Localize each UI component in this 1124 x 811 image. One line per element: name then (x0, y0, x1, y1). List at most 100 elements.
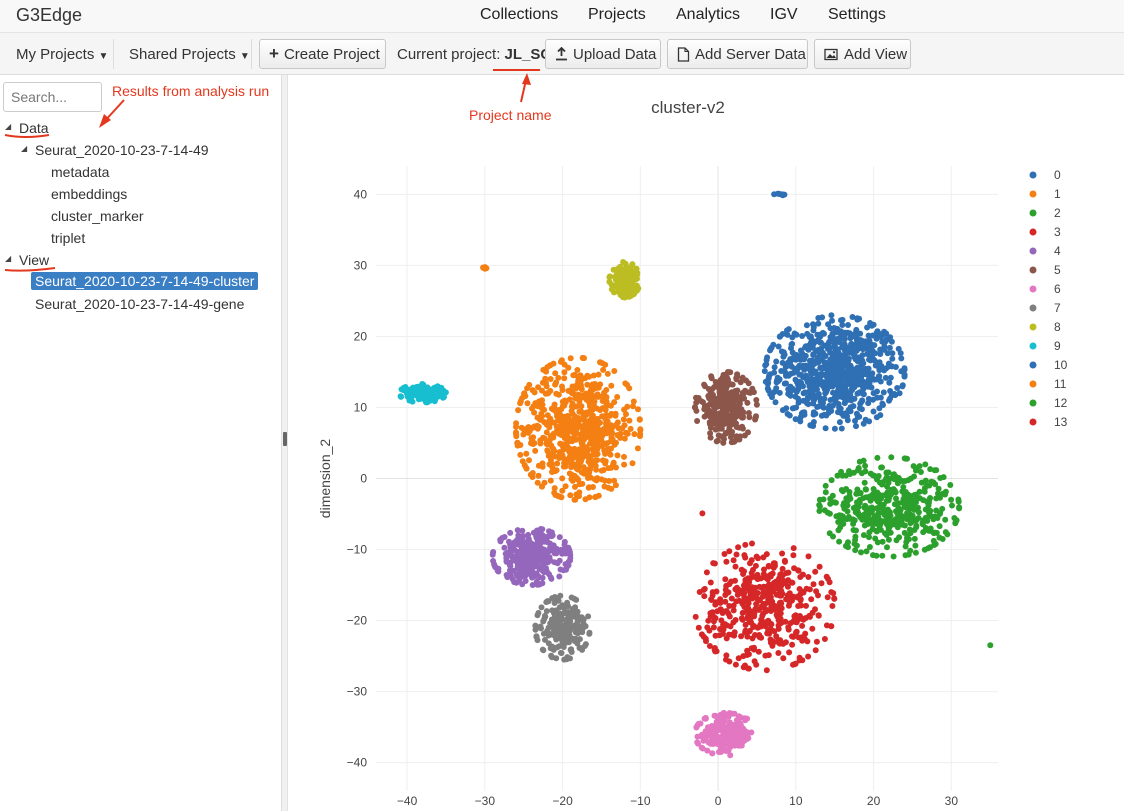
scatter-point (884, 490, 891, 496)
scatter-point (572, 430, 579, 437)
scatter-point (572, 416, 579, 423)
scatter-point (542, 375, 549, 382)
tree-node-view-gene[interactable]: Seurat_2020-10-23-7-14-49-gene (35, 296, 245, 312)
scatter-plot[interactable]: −40 −30 −20 −10 0 10 20 30 −40 −30 −20 −10 0 10 20 30 40… (288, 76, 1124, 811)
tree-node-run[interactable]: Seurat_2020-10-23-7-14-49 (35, 142, 209, 158)
pane-splitter[interactable] (282, 75, 288, 811)
scatter-point (539, 387, 545, 394)
nav-igv[interactable]: IGV (770, 6, 798, 23)
caret-expanded-icon[interactable]: ◢ (5, 254, 12, 263)
tree-node-view[interactable]: View (19, 252, 50, 268)
tree-node-data[interactable]: Data (19, 120, 49, 136)
scatter-point (836, 339, 843, 346)
scatter-point (883, 469, 890, 476)
nav-collections[interactable]: Collections (480, 6, 559, 23)
scatter-point (920, 517, 927, 524)
nav-settings[interactable]: Settings (828, 6, 886, 23)
my-projects-dropdown[interactable]: My Projects ▼ (16, 46, 108, 63)
upload-data-button[interactable]: Upload Data (545, 39, 661, 69)
scatter-point (626, 385, 633, 392)
caret-expanded-icon[interactable]: ◢ (5, 122, 12, 131)
scatter-point (707, 610, 714, 617)
y-axis-label: dimension_2 (317, 439, 333, 519)
scatter-point (714, 608, 721, 615)
scatter-point (827, 349, 834, 356)
scatter-point (750, 389, 757, 396)
scatter-point (869, 332, 876, 339)
scatter-point (745, 665, 752, 672)
scatter-point (551, 559, 558, 566)
scatter-point (879, 400, 886, 407)
scatter-point (814, 354, 821, 361)
scatter-point (812, 368, 819, 375)
brand-title[interactable]: G3Edge (16, 5, 83, 25)
scatter-point (782, 580, 788, 587)
scatter-point (901, 366, 908, 373)
scatter-point (567, 552, 574, 558)
scatter-point (921, 488, 928, 495)
scatter-point (901, 493, 908, 499)
search-input[interactable] (3, 82, 102, 112)
scatter-point (720, 439, 727, 446)
scatter-point (726, 603, 733, 609)
add-server-data-button[interactable]: Add Server Data (667, 39, 808, 69)
scatter-chart[interactable]: −40 −30 −20 −10 0 10 20 30−40−30−20−10010203040… (288, 76, 1124, 811)
scatter-point (852, 547, 859, 554)
nav-projects[interactable]: Projects (588, 6, 646, 23)
legend-item: 0 (1054, 168, 1061, 182)
tree-node-triplet[interactable]: triplet (51, 230, 86, 246)
scatter-point (770, 560, 777, 567)
scatter-point (870, 408, 877, 415)
add-view-button[interactable]: Add View (814, 39, 911, 69)
scatter-point (948, 496, 955, 503)
scatter-point (877, 479, 883, 486)
scatter-point (807, 361, 814, 368)
scatter-point (565, 609, 572, 616)
scatter-point (711, 408, 718, 415)
nav-analytics[interactable]: Analytics (676, 6, 741, 23)
tree-node-embeddings[interactable]: embeddings (51, 186, 128, 202)
scatter-point (576, 489, 583, 496)
scatter-point (932, 481, 939, 488)
scatter-point (606, 274, 613, 281)
scatter-point (728, 439, 735, 446)
scatter-point (873, 414, 880, 421)
scatter-point (539, 526, 546, 533)
scatter-point (592, 457, 599, 464)
scatter-point (842, 350, 849, 357)
x-tick-label: 30 (945, 794, 959, 808)
scatter-point (790, 633, 797, 640)
create-project-button[interactable]: + Create Project (259, 39, 386, 69)
scatter-point (547, 544, 554, 551)
scatter-point (517, 574, 524, 581)
scatter-point (556, 643, 563, 650)
splitter-grip-icon[interactable] (283, 432, 287, 446)
scatter-point (893, 495, 899, 502)
shared-projects-dropdown[interactable]: Shared Projects ▼ (129, 46, 250, 63)
caret-expanded-icon[interactable]: ◢ (21, 144, 28, 153)
scatter-point (572, 483, 578, 490)
scatter-point (902, 543, 909, 550)
x-tick-label: −40 (397, 794, 418, 808)
tree-node-cluster-marker[interactable]: cluster_marker (51, 208, 144, 224)
tree-node-view-cluster[interactable]: Seurat_2020-10-23-7-14-49-cluster (31, 272, 259, 290)
scatter-point (860, 346, 866, 353)
scatter-point (749, 594, 756, 601)
scatter-point (397, 393, 404, 400)
scatter-point (725, 610, 732, 617)
scatter-point (833, 399, 839, 406)
scatter-point (586, 434, 593, 441)
scatter-point (529, 582, 536, 588)
scatter-point (568, 646, 575, 653)
scatter-point (601, 447, 608, 454)
scatter-point (810, 324, 817, 331)
scatter-point (752, 605, 759, 612)
scatter-point (517, 398, 524, 405)
scatter-point (582, 623, 589, 630)
scatter-point (842, 385, 849, 392)
tree-node-metadata[interactable]: metadata (51, 164, 110, 180)
scatter-point (782, 558, 788, 565)
scatter-point (751, 646, 758, 653)
scatter-point (786, 412, 793, 419)
scatter-point (611, 399, 618, 406)
